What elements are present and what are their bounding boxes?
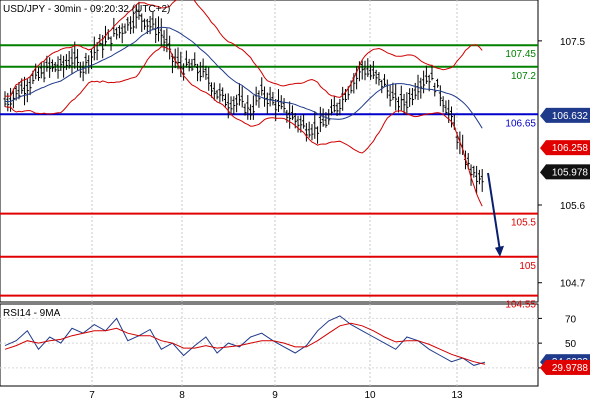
chart-title: USD/JPY - 30min - 09:20:32 (UTC+2) xyxy=(3,4,170,15)
x-tick-label: 8 xyxy=(179,390,185,400)
y-tick-label: 104.7 xyxy=(560,279,585,290)
price-badge-label: 106.632 xyxy=(552,111,589,122)
level-label: 104.55 xyxy=(505,300,536,311)
price-badge xyxy=(546,164,590,180)
forecast-arrow xyxy=(487,172,501,251)
level-label: 105.5 xyxy=(511,218,536,229)
bollinger-upper-line xyxy=(4,0,483,98)
y-tick-label: 107.5 xyxy=(560,37,585,48)
price-badge-label: 106.258 xyxy=(552,143,589,154)
rsi-ma-line xyxy=(4,322,486,365)
rsi-title: RSI14 - 9MA xyxy=(3,308,61,319)
level-label: 105 xyxy=(519,261,536,272)
price-panel xyxy=(0,0,539,303)
rsi-tick-label: 70 xyxy=(565,314,577,325)
rsi-line xyxy=(4,315,486,366)
level-label: 106.65 xyxy=(505,118,536,129)
x-tick-label: 10 xyxy=(364,390,376,400)
rsi-badge xyxy=(546,359,590,375)
rsi-tick-label: 50 xyxy=(565,339,577,350)
y-tick-label: 105.6 xyxy=(560,201,585,212)
level-label: 107.2 xyxy=(511,71,536,82)
price-badge xyxy=(546,140,590,156)
forecast-arrow-head xyxy=(495,245,504,257)
price-badge-pointer xyxy=(540,164,546,180)
price-badge xyxy=(546,107,590,123)
price-badge-pointer xyxy=(540,140,546,156)
rsi-panel xyxy=(0,303,539,387)
bollinger-lower-line xyxy=(4,46,483,207)
price-badge-pointer xyxy=(540,107,546,123)
level-label: 107.45 xyxy=(505,49,536,60)
price-badge-label: 105.978 xyxy=(552,167,589,178)
x-tick-label: 7 xyxy=(89,390,95,400)
rsi-badge-pointer xyxy=(540,359,546,375)
x-tick-label: 13 xyxy=(451,390,463,400)
moving-average-line xyxy=(4,26,483,129)
rsi-badge-label: 29.9788 xyxy=(552,363,589,374)
x-tick-label: 9 xyxy=(272,390,278,400)
